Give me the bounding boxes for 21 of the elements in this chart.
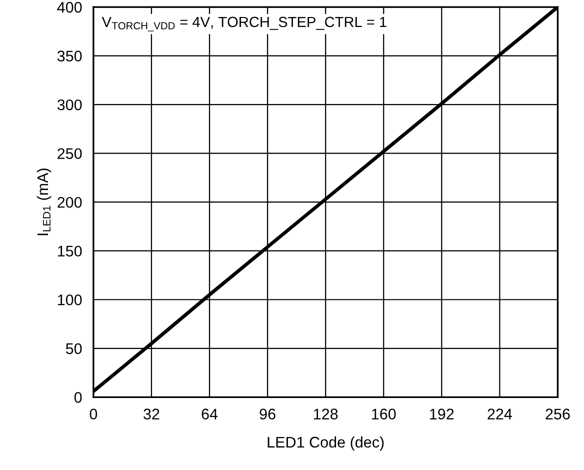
x-tick-label: 64 [202,408,218,420]
y-tick-label: 350 [57,50,82,62]
annotation: V$_{TORCH_VDD}$ = 4V, TORCH_STEP_CTRL = 1 [102,16,386,32]
y-tick-label: 0 [74,392,82,403]
x-tick-label: 192 [430,408,454,420]
x-tick-label: 0 [90,408,98,420]
y-tick-label: 300 [57,99,82,110]
y-tick-label: 50 [66,343,82,354]
x-tick-label: 128 [314,408,338,420]
x-tick-label: 256 [546,408,570,420]
x-tick-label: 96 [260,408,276,420]
y-tick-label: 400 [57,2,82,13]
x-tick-label: 224 [488,408,512,420]
y-tick-label: 200 [58,196,82,208]
x-axis-title: LED1 Code (dec) [268,436,384,451]
y-axis-title: I$_{LED1}$ (mA) [36,168,52,236]
y-tick-label: 250 [58,148,82,160]
x-tick-label: 160 [372,408,396,420]
x-tick-label: 32 [144,408,160,420]
y-tick-label: 100 [58,294,82,306]
y-tick-label: 150 [58,246,82,257]
